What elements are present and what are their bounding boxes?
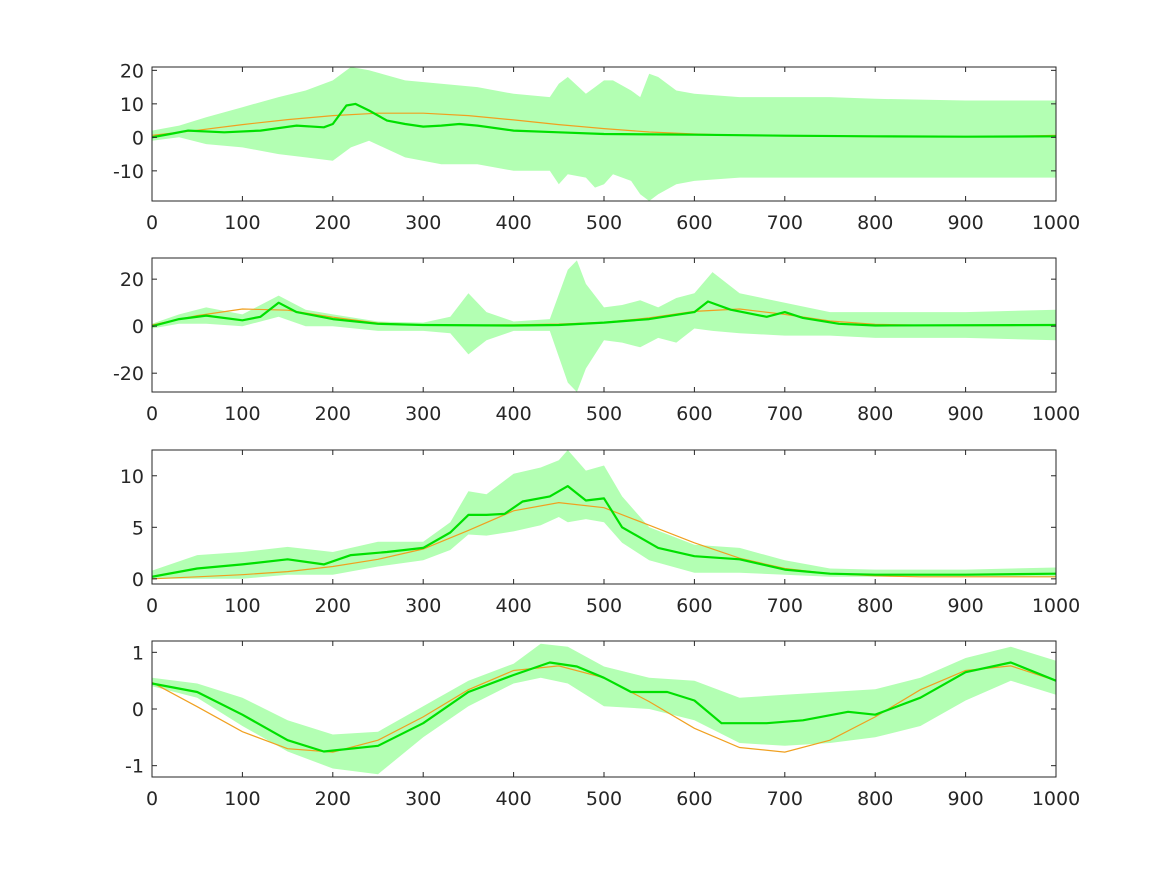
x-tick-label: 100 (224, 788, 260, 810)
x-tick-label: 1000 (1032, 595, 1080, 617)
mean-estimate-line (152, 661, 1056, 753)
x-tick-label: 100 (224, 212, 260, 234)
x-tick-label: 700 (767, 212, 803, 234)
x-tick-label: 500 (586, 403, 622, 425)
x-tick-label: 400 (495, 595, 531, 617)
x-tick-label: 200 (315, 212, 351, 234)
x-tick-label: 200 (315, 403, 351, 425)
x-tick-label: 300 (405, 212, 441, 234)
x-tick-label: 600 (676, 403, 712, 425)
mean-estimate-line (152, 300, 1056, 328)
y-tick-label: 0 (132, 316, 144, 338)
plot-area (152, 260, 1056, 392)
x-tick-label: 800 (857, 595, 893, 617)
x-tick-label: 400 (495, 788, 531, 810)
y-tick-label: 10 (120, 466, 144, 488)
x-tick-label: 200 (315, 788, 351, 810)
y-tick-label: 10 (120, 94, 144, 116)
y-tick-label: 0 (132, 699, 144, 721)
uncertainty-band (152, 643, 1056, 775)
x-tick-label: 1000 (1032, 212, 1080, 234)
mean-estimate-line (152, 102, 1056, 139)
x-tick-label: 700 (767, 403, 803, 425)
x-tick-label: 100 (224, 595, 260, 617)
x-tick-label: 900 (947, 403, 983, 425)
x-tick-label: 1000 (1032, 788, 1080, 810)
y-tick-label: 0 (132, 569, 144, 591)
y-tick-label: 1 (132, 642, 144, 664)
x-tick-label: 800 (857, 403, 893, 425)
x-tick-label: 900 (947, 595, 983, 617)
x-tick-label: 400 (495, 403, 531, 425)
uncertainty-band (152, 450, 1056, 579)
x-tick-label: 300 (405, 788, 441, 810)
x-tick-label: 700 (767, 595, 803, 617)
x-tick-label: 300 (405, 403, 441, 425)
y-tick-label: 0 (132, 127, 144, 149)
x-tick-label: 0 (146, 212, 158, 234)
y-tick-label: 20 (120, 269, 144, 291)
x-tick-label: 600 (676, 788, 712, 810)
x-tick-label: 800 (857, 212, 893, 234)
plot-area (152, 643, 1056, 775)
x-tick-label: 0 (146, 403, 158, 425)
y-tick-label: -20 (113, 363, 144, 385)
x-tick-label: 800 (857, 788, 893, 810)
x-tick-label: 100 (224, 403, 260, 425)
x-tick-label: 600 (676, 595, 712, 617)
plot-area (152, 450, 1056, 580)
x-tick-label: 400 (495, 212, 531, 234)
y-tick-label: 5 (132, 517, 144, 539)
plot-area (152, 67, 1056, 201)
y-tick-label: 20 (120, 60, 144, 82)
x-tick-label: 500 (586, 788, 622, 810)
subplot-3: 0 100 200 300 400 500 600 700 800 900 1000 10 5 0 (120, 449, 1080, 617)
x-tick-label: 500 (586, 595, 622, 617)
x-tick-label: 0 (146, 788, 158, 810)
x-tick-label: 900 (947, 212, 983, 234)
x-tick-label: 1000 (1032, 403, 1080, 425)
x-tick-label: 0 (146, 595, 158, 617)
x-tick-label: 500 (586, 212, 622, 234)
y-tick-label: -1 (125, 756, 144, 778)
x-tick-label: 900 (947, 788, 983, 810)
y-tick-label: -10 (113, 161, 144, 183)
x-tick-label: 700 (767, 788, 803, 810)
x-tick-label: 300 (405, 595, 441, 617)
uncertainty-band (152, 260, 1056, 392)
x-tick-label: 600 (676, 212, 712, 234)
true-signal-line (152, 501, 1056, 580)
mean-estimate-line (152, 485, 1056, 578)
x-tick-label: 200 (315, 595, 351, 617)
